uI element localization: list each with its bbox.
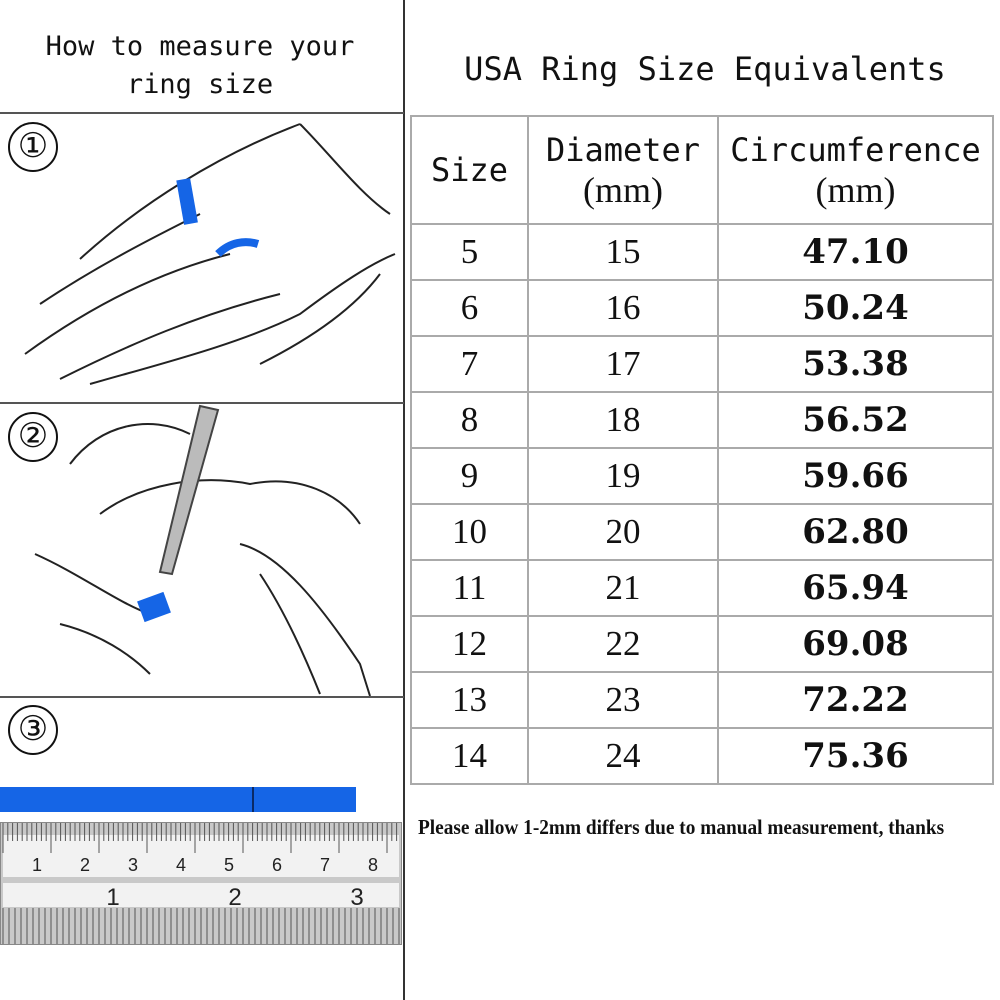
cm-label: 3 [128, 855, 138, 875]
cm-label: 6 [272, 855, 282, 875]
circumference-cell: 53.38 [717, 335, 994, 393]
header-diameter: Diameter (mm) [527, 115, 719, 225]
step-2-badge: ② [8, 412, 58, 462]
hand-with-string-illustration [24, 123, 396, 385]
diameter-cell: 23 [527, 671, 719, 729]
cm-label: 5 [224, 855, 234, 875]
size-cell: 9 [410, 447, 529, 505]
measurement-note: Please allow 1-2mm differs due to manual… [418, 815, 945, 839]
cm-label: 4 [176, 855, 186, 875]
diameter-cell: 16 [527, 279, 719, 337]
measuring-tape-strip [0, 787, 356, 812]
divider [0, 112, 404, 114]
table-row: 13 23 72.22 [410, 671, 994, 729]
diameter-cell: 17 [527, 335, 719, 393]
circumference-cell: 69.08 [717, 615, 994, 673]
cm-label: 1 [32, 855, 42, 875]
size-cell: 14 [410, 727, 529, 785]
table-header-row: Size Diameter (mm) Circumference (mm) [410, 115, 994, 225]
table-row: 7 17 53.38 [410, 335, 994, 393]
diameter-cell: 21 [527, 559, 719, 617]
diameter-cell: 24 [527, 727, 719, 785]
cm-label: 8 [368, 855, 378, 875]
divider [0, 696, 404, 698]
diameter-cell: 15 [527, 223, 719, 281]
header-size: Size [410, 115, 529, 225]
diameter-cell: 22 [527, 615, 719, 673]
ruler-ticks: 1 2 3 4 5 6 7 81 2 3 [2, 823, 400, 944]
header-size-label: Size [430, 151, 509, 189]
size-cell: 5 [410, 223, 529, 281]
ring-size-table: Size Diameter (mm) Circumference (mm) 5 15 4… [410, 115, 994, 785]
divider [0, 402, 404, 404]
circumference-cell: 65.94 [717, 559, 994, 617]
size-cell: 8 [410, 391, 529, 449]
inch-label: 3 [350, 884, 363, 911]
table-row: 10 20 62.80 [410, 503, 994, 561]
step-3-badge: ③ [8, 705, 58, 755]
circumference-cell: 47.10 [717, 223, 994, 281]
table-row: 5 15 47.10 [410, 223, 994, 281]
cm-label: 2 [80, 855, 90, 875]
cm-label: 7 [320, 855, 330, 875]
size-cell: 13 [410, 671, 529, 729]
left-title: How to measure your ring size [0, 28, 400, 104]
step-1-badge: ① [8, 122, 58, 172]
inch-label: 2 [228, 884, 241, 911]
header-unit: (mm) [583, 170, 663, 210]
table-row: 11 21 65.94 [410, 559, 994, 617]
inch-scale [3, 883, 399, 907]
inch-label: 1 [106, 884, 119, 911]
circumference-cell: 72.22 [717, 671, 994, 729]
circumference-cell: 75.36 [717, 727, 994, 785]
table-row: 8 18 56.52 [410, 391, 994, 449]
title-line: ring size [126, 69, 274, 100]
marking-string-illustration [34, 404, 371, 696]
circumference-cell: 56.52 [717, 391, 994, 449]
size-cell: 10 [410, 503, 529, 561]
circumference-cell: 59.66 [717, 447, 994, 505]
size-cell: 6 [410, 279, 529, 337]
header-circumference: Circumference (mm) [717, 115, 994, 225]
table-row: 6 16 50.24 [410, 279, 994, 337]
diameter-cell: 19 [527, 447, 719, 505]
table-row: 9 19 59.66 [410, 447, 994, 505]
tape-mark [252, 787, 254, 812]
header-circumference-label: Circumference [730, 131, 981, 169]
divider [403, 0, 405, 1000]
circumference-cell: 50.24 [717, 279, 994, 337]
size-cell: 11 [410, 559, 529, 617]
table-row: 14 24 75.36 [410, 727, 994, 785]
cm-scale [3, 835, 399, 877]
table-title: USA Ring Size Equivalents [464, 50, 946, 88]
size-cell: 12 [410, 615, 529, 673]
diameter-cell: 20 [527, 503, 719, 561]
table-row: 12 22 69.08 [410, 615, 994, 673]
header-diameter-label: Diameter [545, 131, 701, 169]
size-cell: 7 [410, 335, 529, 393]
circumference-cell: 62.80 [717, 503, 994, 561]
title-line: How to measure your [45, 31, 355, 62]
diameter-cell: 18 [527, 391, 719, 449]
header-unit: (mm) [815, 170, 896, 210]
